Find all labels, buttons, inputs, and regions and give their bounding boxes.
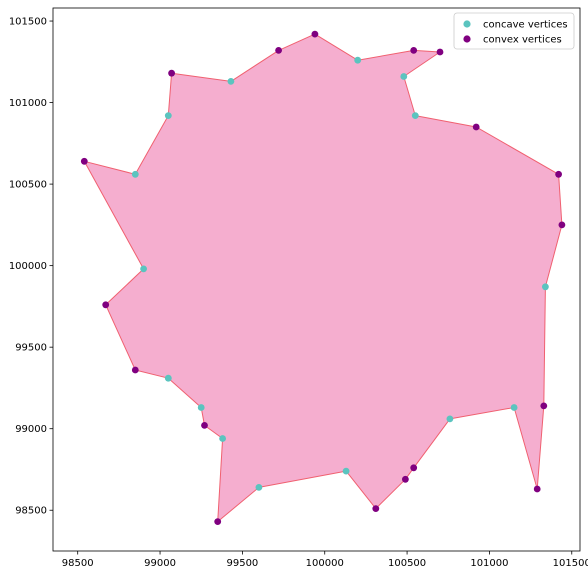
y-tick-label-1: 99000	[15, 424, 47, 435]
y-tick-label-4: 100500	[9, 180, 47, 191]
series-1-point-5	[540, 402, 548, 410]
legend-label-0: concave vertices	[483, 20, 568, 31]
x-tick-label-6: 101500	[553, 558, 588, 569]
series-1-point-10	[410, 47, 418, 54]
series-0-point-11	[140, 265, 148, 273]
series-0-point-14	[219, 435, 227, 442]
series-0-point-5	[411, 112, 419, 119]
series-1-point-0	[214, 518, 222, 525]
y-tick-label-0: 98500	[15, 506, 47, 517]
legend-box	[453, 12, 575, 50]
series-0-point-3	[510, 404, 518, 411]
series-1-point-2	[402, 475, 409, 483]
series-1-point-9	[436, 48, 444, 56]
series-0-point-9	[164, 112, 172, 119]
y-tick-label-2: 99500	[15, 343, 47, 354]
series-0-point-1	[342, 467, 350, 475]
series-1	[80, 30, 566, 525]
x-tick-label-0: 98500	[62, 558, 94, 569]
series-1-point-6	[558, 221, 566, 229]
series-0-point-10	[131, 170, 139, 178]
series-1-point-15	[102, 301, 110, 309]
series-0-point-7	[354, 56, 362, 64]
axes: 98500 99000 99500 100000 100500 101000 101500 9…	[9, 7, 588, 569]
y-tick-label-5: 101000	[9, 98, 47, 109]
y-tick-label-3: 100000	[9, 261, 47, 272]
legend-marker-0	[463, 20, 471, 28]
series-0-point-4	[542, 283, 549, 291]
legend: concave vertices convex vertices	[453, 12, 575, 50]
series-1-point-3	[410, 464, 418, 472]
series-1-point-7	[555, 170, 562, 178]
series-1-point-8	[472, 123, 480, 131]
y-tick-label-6: 101500	[9, 17, 47, 28]
plot-area	[80, 30, 566, 525]
series-1-point-17	[201, 422, 208, 429]
series-0	[131, 56, 549, 491]
legend-marker-1	[463, 35, 471, 43]
shape-polygon	[83, 33, 563, 523]
series-1-point-4	[533, 485, 541, 493]
x-tick-label-2: 99500	[226, 558, 258, 569]
x-tick-label-5: 101000	[470, 558, 508, 569]
x-tick-label-3: 100000	[306, 558, 344, 569]
series-1-point-14	[80, 157, 88, 165]
axes-frame	[52, 7, 581, 552]
series-1-point-16	[131, 366, 139, 374]
series-1-point-1	[372, 505, 380, 512]
series-1-point-11	[311, 30, 319, 38]
legend-label-1: convex vertices	[483, 35, 562, 46]
series-0-point-6	[400, 73, 408, 80]
series-0-point-2	[446, 415, 454, 423]
series-1-point-13	[168, 69, 176, 77]
series-0-point-13	[197, 404, 205, 411]
x-tick-label-1: 99000	[144, 558, 176, 569]
series-0-point-12	[164, 374, 172, 382]
series-0-point-8	[227, 78, 235, 85]
x-tick-label-4: 100500	[388, 558, 426, 569]
series-1-point-12	[275, 47, 282, 54]
series-0-point-0	[255, 484, 263, 491]
